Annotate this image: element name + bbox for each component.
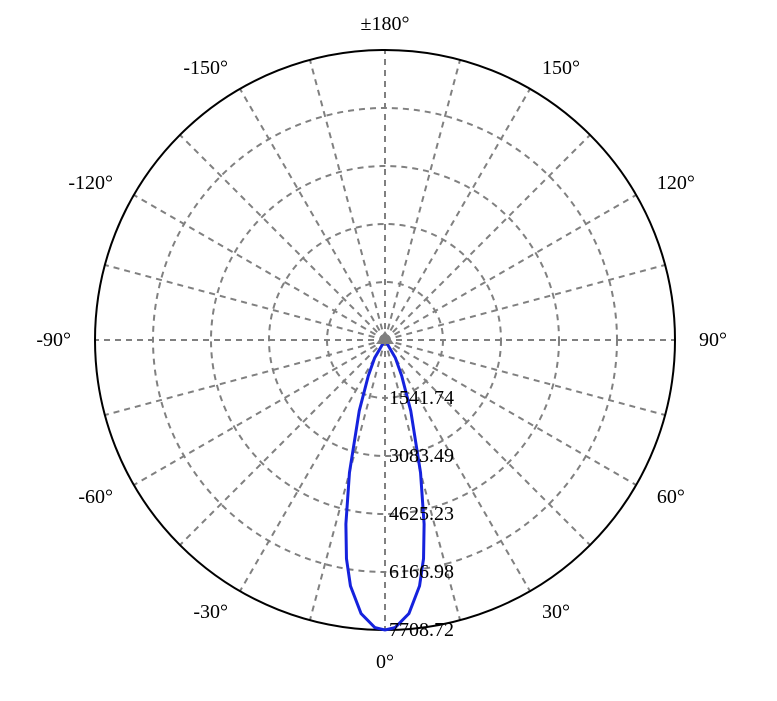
angle-label: -150°: [183, 57, 228, 79]
angle-label: 60°: [657, 486, 685, 508]
angle-label: -90°: [36, 329, 71, 351]
center-marker: [376, 331, 394, 344]
grid-spoke: [240, 89, 385, 340]
grid-spoke: [134, 340, 385, 485]
grid-spoke: [385, 60, 460, 340]
angle-label: -120°: [68, 172, 113, 194]
angle-label: -30°: [193, 601, 228, 623]
grid-spoke: [385, 135, 590, 340]
radial-label: 4625.23: [389, 503, 454, 525]
radial-label: 1541.74: [389, 387, 454, 409]
angle-label: 0°: [376, 651, 394, 673]
angle-label: ±180°: [361, 13, 410, 35]
grid-spoke: [180, 135, 385, 340]
grid-spoke: [105, 340, 385, 415]
angle-label: 90°: [699, 329, 727, 351]
polar-chart: 1541.74 3083.49 4625.23 6166.98 7708.72 ±180°…: [0, 0, 777, 701]
grid-spoke: [385, 265, 665, 340]
grid-spoke: [134, 195, 385, 340]
grid-spoke: [310, 60, 385, 340]
grid-spoke: [240, 340, 385, 591]
grid-spoke: [385, 195, 636, 340]
radial-label: 3083.49: [389, 445, 454, 467]
angle-label: 120°: [657, 172, 695, 194]
angle-label: -60°: [78, 486, 113, 508]
radial-label: 6166.98: [389, 561, 454, 583]
grid-spoke: [105, 265, 385, 340]
radial-label: 7708.72: [389, 619, 454, 641]
angle-label: 150°: [542, 57, 580, 79]
grid-spoke: [385, 89, 530, 340]
angle-label: 30°: [542, 601, 570, 623]
